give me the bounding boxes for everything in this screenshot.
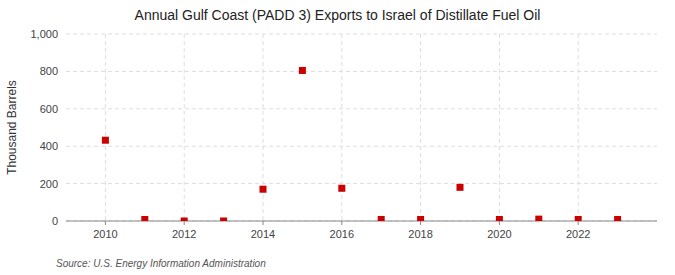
x-tick-label: 2010 [93, 228, 117, 240]
point [181, 218, 188, 222]
point [496, 216, 503, 221]
point [102, 137, 109, 144]
y-tick-label: 600 [40, 103, 58, 115]
x-tick-label: 2012 [172, 228, 196, 240]
x-tick-mark [341, 221, 342, 225]
point [535, 216, 542, 221]
y-tick-label: 0 [52, 215, 58, 227]
x-tick-label: 2018 [408, 228, 432, 240]
point [338, 185, 345, 192]
y-grid-line [66, 108, 657, 109]
y-grid-line [66, 71, 657, 72]
y-tick-label: 200 [40, 178, 58, 190]
y-tick-label: 1,000 [30, 28, 58, 40]
x-tick-label: 2022 [566, 228, 590, 240]
point [260, 186, 267, 193]
x-grid-line [499, 34, 500, 221]
x-tick-mark [578, 221, 579, 225]
y-grid-line [66, 34, 657, 35]
x-tick-mark [499, 221, 500, 225]
point [614, 216, 621, 221]
y-tick-label: 400 [40, 140, 58, 152]
x-tick-label: 2014 [251, 228, 275, 240]
y-axis-label: Thousand Barrels [5, 80, 19, 175]
point [457, 184, 464, 191]
x-tick-label: 2020 [487, 228, 511, 240]
x-tick-mark [105, 221, 106, 225]
grid [66, 34, 657, 221]
point [220, 218, 227, 222]
point [299, 67, 306, 74]
point [417, 216, 424, 221]
x-grid-line [263, 34, 264, 221]
y-grid-line [66, 183, 657, 184]
x-tick-mark [263, 221, 264, 225]
x-grid-line [184, 34, 185, 221]
x-tick-mark [420, 221, 421, 225]
x-grid-line [578, 34, 579, 221]
point [378, 216, 385, 221]
x-grid-line [105, 34, 106, 221]
point [575, 216, 582, 221]
x-grid-line [420, 34, 421, 221]
chart: Annual Gulf Coast (PADD 3) Exports to Is… [0, 0, 675, 275]
x-axis-line [66, 221, 657, 222]
y-tick-label: 800 [40, 65, 58, 77]
points [102, 67, 621, 221]
y-grid-line [66, 221, 657, 222]
x-grid-line [341, 34, 342, 221]
title: Annual Gulf Coast (PADD 3) Exports to Is… [135, 7, 541, 23]
x-tick-label: 2016 [330, 228, 354, 240]
point [141, 216, 148, 221]
source: Source: U.S. Energy Information Administ… [56, 258, 266, 269]
x-tick-mark [184, 221, 185, 225]
y-grid-line [66, 146, 657, 147]
